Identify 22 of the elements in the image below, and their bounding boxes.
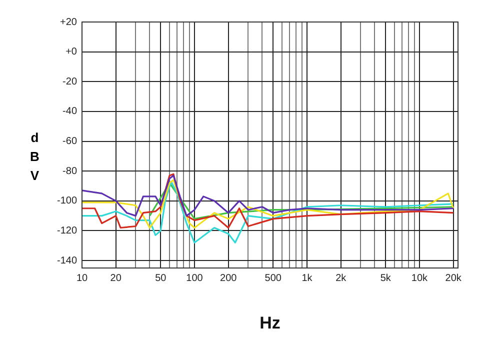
x-tick-label: 10 — [76, 272, 88, 284]
y-tick-label: -120 — [56, 225, 78, 236]
y-axis-title: dBV — [30, 129, 40, 185]
x-tick-label: 1k — [302, 272, 314, 284]
x-tick-label: 200 — [220, 272, 238, 284]
y-tick-label: +20 — [60, 16, 78, 28]
x-tick-label: 20k — [445, 272, 462, 284]
x-tick-label: 500 — [264, 272, 282, 284]
x-tick-label: 5k — [380, 272, 392, 284]
x-tick-label: 20 — [110, 272, 122, 284]
x-tick-label: 100 — [186, 272, 204, 284]
y-tick-label: -140 — [56, 255, 78, 266]
y-tick-label: -80 — [62, 166, 78, 177]
x-tick-label: 10k — [411, 272, 429, 284]
x-tick-label: 2k — [336, 272, 348, 284]
y-tick-label: +0 — [66, 46, 78, 58]
y-tick-label: -60 — [62, 136, 78, 148]
y-tick-label: -100 — [56, 196, 78, 207]
x-tick-label: 50 — [155, 272, 167, 284]
y-tick-label: -20 — [62, 76, 78, 88]
y-tick-label: -40 — [62, 106, 78, 118]
x-axis-title: Hz — [260, 313, 280, 332]
